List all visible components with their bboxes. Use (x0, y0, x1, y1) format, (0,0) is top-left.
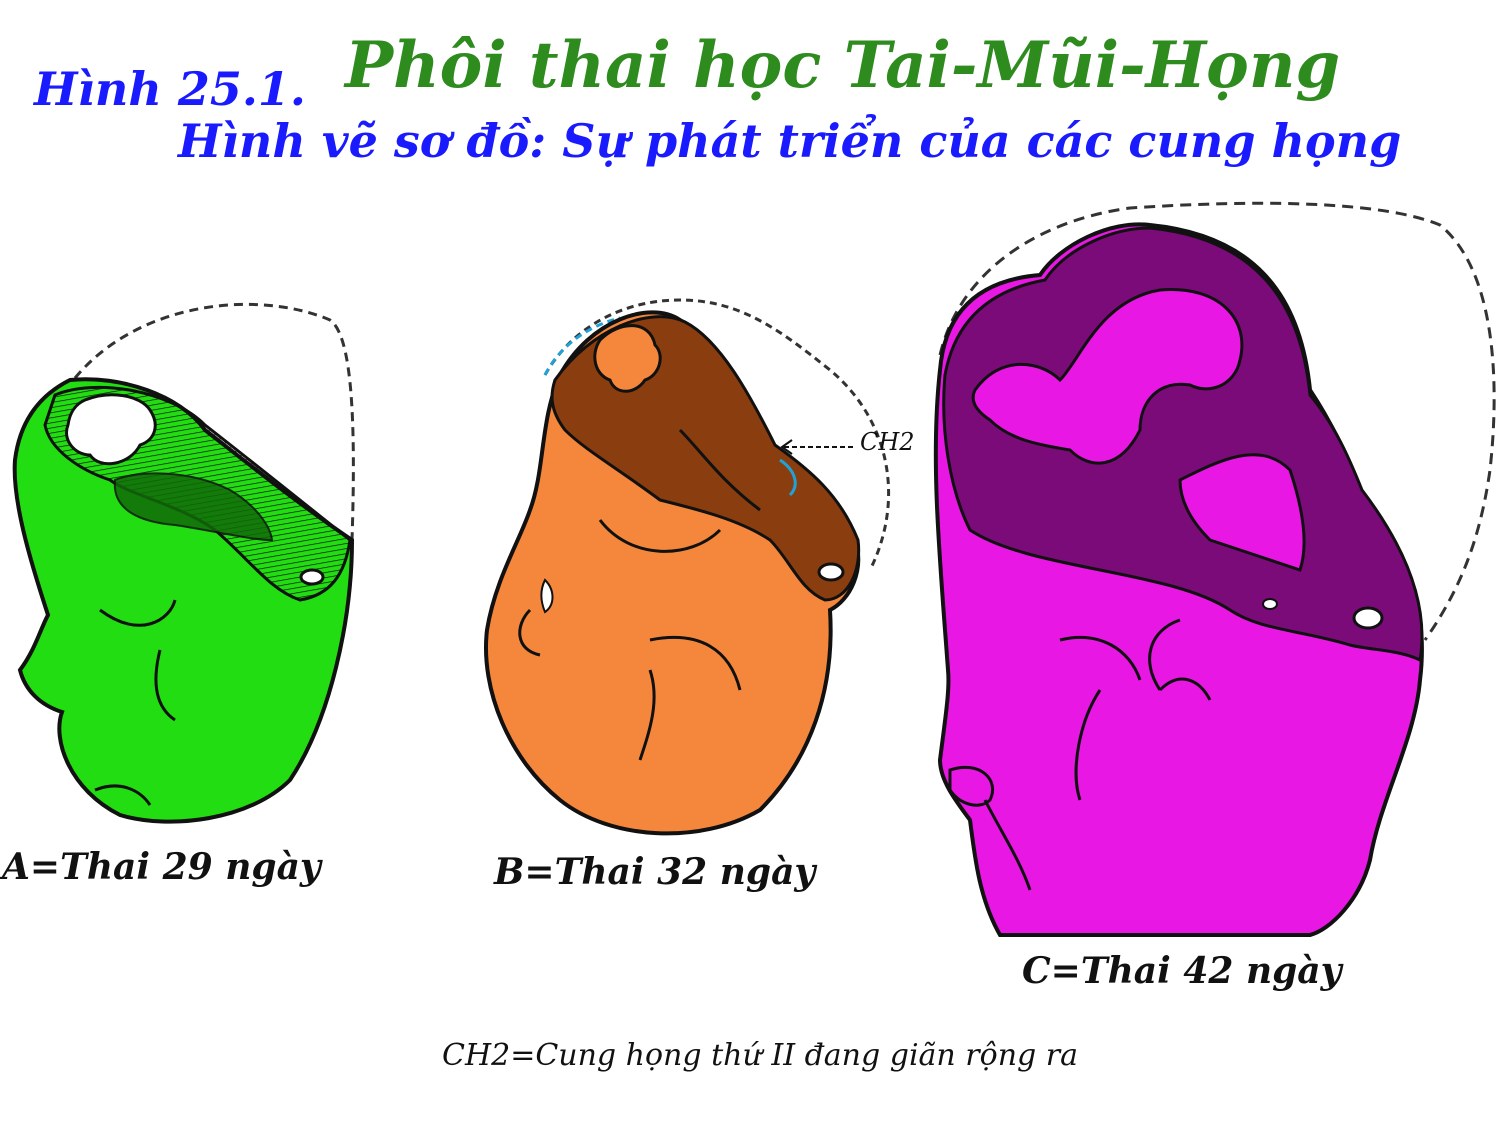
footnote: CH2=Cung họng thứ II đang giãn rộng ra (442, 1038, 1078, 1073)
page-title: Phôi thai học Tai-Mũi-Họng (345, 28, 1341, 103)
caption-a: A=Thai 29 ngày (2, 846, 321, 888)
embryo-b (484, 298, 891, 836)
ch2-annotation-label: CH2 (860, 428, 915, 456)
embryo-c-outline (938, 201, 1496, 641)
embryo-a (12, 302, 355, 824)
figure-number: Hình 25.1. (34, 62, 306, 116)
embryo-b-outline (543, 298, 891, 571)
figure-subtitle: Hình vẽ sơ đồ: Sự phát triển của các cun… (178, 114, 1402, 168)
caption-c: C=Thai 42 ngày (1022, 950, 1342, 992)
embryo-c (933, 201, 1496, 938)
embryo-a-outline (73, 302, 355, 541)
caption-b: B=Thai 32 ngày (494, 851, 816, 893)
